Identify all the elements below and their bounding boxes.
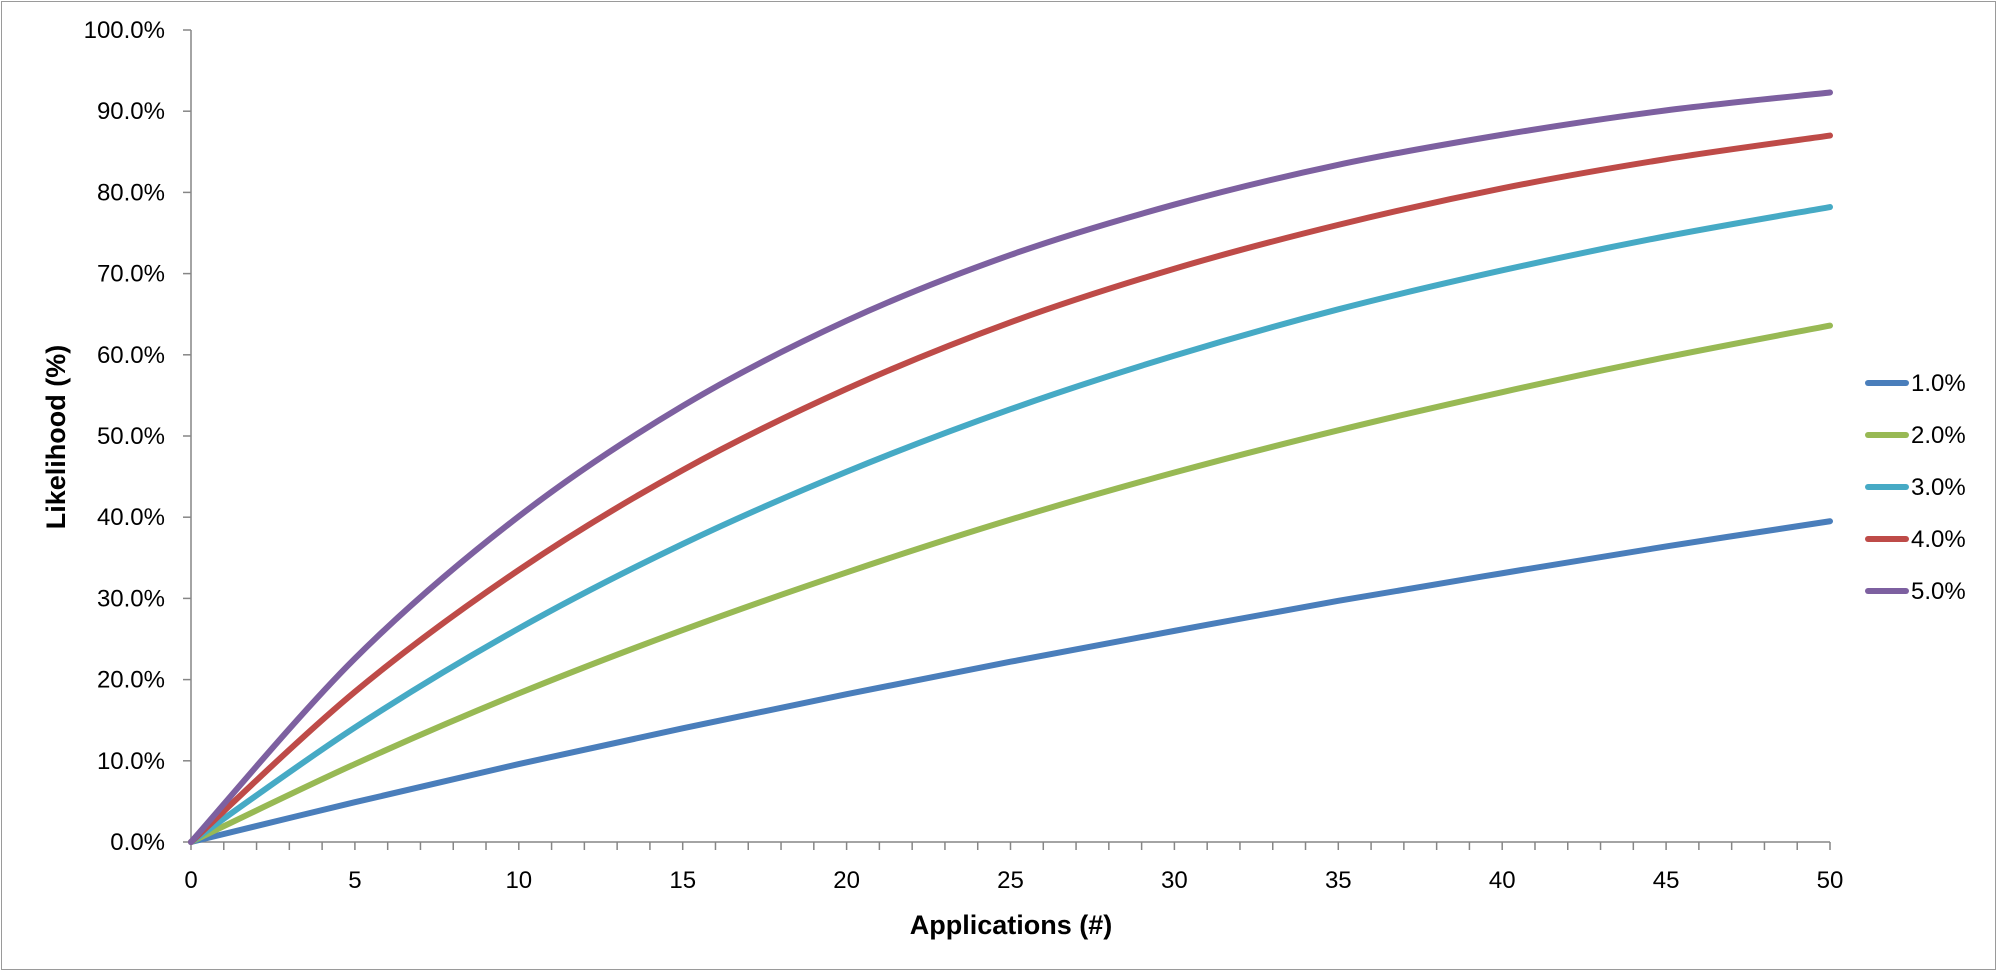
x-tick-label: 45 <box>1653 867 1680 894</box>
legend-label: 2.0% <box>1911 422 1966 449</box>
x-tick-label: 35 <box>1325 867 1352 894</box>
legend-item: 2.0% <box>1865 422 1966 449</box>
legend-label: 5.0% <box>1911 578 1966 605</box>
y-tick-label: 20.0% <box>97 667 165 694</box>
axes: 0.0% 10.0% 20.0% 30.0% 40.0% 50.0% 60.0% 70.0% 8… <box>84 17 1844 894</box>
y-axis-title: Likelihood (%) <box>41 345 71 530</box>
y-tick-label: 80.0% <box>97 179 165 206</box>
series-line-2 <box>188 322 1833 845</box>
legend: 1.0% 2.0% 3.0% 4.0% 5.0% <box>1865 370 1966 605</box>
x-tick-label: 40 <box>1489 867 1516 894</box>
y-tick-label: 50.0% <box>97 423 165 450</box>
legend-item: 4.0% <box>1865 526 1966 553</box>
x-tick-label: 30 <box>1161 867 1188 894</box>
series-line-5 <box>188 89 1833 845</box>
y-tick-label: 0.0% <box>110 829 165 856</box>
x-tick-label: 25 <box>997 867 1024 894</box>
legend-item: 3.0% <box>1865 474 1966 501</box>
x-axis-title: Applications (#) <box>910 910 1113 940</box>
y-tick-label: 70.0% <box>97 261 165 288</box>
x-tick-label: 20 <box>833 867 860 894</box>
series-line-3 <box>188 204 1833 845</box>
legend-item: 5.0% <box>1865 578 1966 605</box>
y-tick-label: 30.0% <box>97 585 165 612</box>
series-lines <box>188 89 1833 845</box>
x-tick-label: 15 <box>669 867 696 894</box>
y-tick-label: 40.0% <box>97 504 165 531</box>
y-tick-label: 60.0% <box>97 342 165 369</box>
x-tick-label: 0 <box>184 867 197 894</box>
y-tick-label: 10.0% <box>97 748 165 775</box>
x-tick-label: 10 <box>505 867 532 894</box>
series-line-4 <box>188 132 1833 845</box>
x-tick-label: 50 <box>1817 867 1844 894</box>
series-line-1 <box>188 518 1833 845</box>
y-tick-label: 90.0% <box>97 98 165 125</box>
legend-label: 3.0% <box>1911 474 1966 501</box>
legend-item: 1.0% <box>1865 370 1966 397</box>
legend-label: 4.0% <box>1911 526 1966 553</box>
legend-label: 1.0% <box>1911 370 1966 397</box>
x-tick-label: 5 <box>348 867 361 894</box>
y-tick-label: 100.0% <box>84 17 165 44</box>
